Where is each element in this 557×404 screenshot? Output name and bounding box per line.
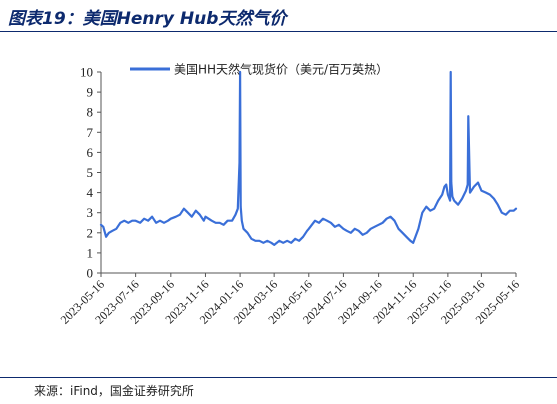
footer-rule — [0, 377, 557, 378]
series-line-0 — [99, 70, 518, 246]
y-tick-label: 5 — [87, 165, 94, 180]
title-rule — [0, 31, 557, 32]
figure-title: 图表19：美国Henry Hub天然气价 — [8, 9, 287, 29]
y-tick-label: 10 — [80, 65, 93, 80]
line-chart: 0123456789102023-05-162023-07-162023-09-… — [58, 62, 522, 327]
source-note: 来源：iFind，国金证券研究所 — [34, 384, 194, 398]
y-tick-label: 1 — [87, 245, 94, 260]
y-tick-label: 8 — [87, 105, 94, 120]
y-tick-label: 4 — [87, 185, 94, 200]
legend-label: 美国HH天然气现货价（美元/百万英热） — [174, 62, 388, 77]
y-tick-label: 2 — [87, 225, 94, 240]
y-tick-label: 7 — [87, 125, 94, 140]
y-tick-label: 0 — [87, 266, 94, 281]
y-tick-label: 9 — [87, 85, 94, 100]
y-tick-label: 3 — [87, 205, 94, 220]
y-tick-label: 6 — [87, 145, 94, 160]
